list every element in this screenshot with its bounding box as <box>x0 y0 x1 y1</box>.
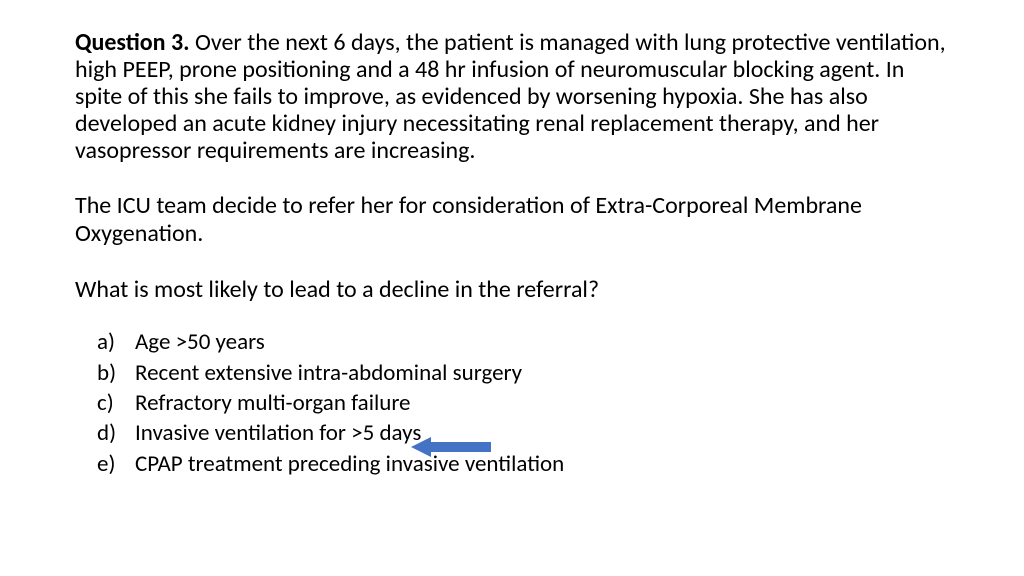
option-letter: c) <box>97 388 135 418</box>
list-item: e) CPAP treatment preceding invasive ven… <box>97 449 949 479</box>
option-letter: b) <box>97 358 135 388</box>
option-text: Recent extensive intra-abdominal surgery <box>135 358 949 388</box>
option-letter: d) <box>97 418 135 448</box>
question-label: Question 3. <box>75 28 190 57</box>
question-para2: The ICU team decide to refer her for con… <box>75 192 949 247</box>
answer-arrow-icon <box>411 437 491 457</box>
arrow-shaft-icon <box>429 442 491 452</box>
option-text: Age >50 years <box>135 327 949 357</box>
list-item: b) Recent extensive intra-abdominal surg… <box>97 358 949 388</box>
arrow-head-icon <box>411 437 431 457</box>
list-item: c) Refractory multi-organ failure <box>97 388 949 418</box>
question-para3: What is most likely to lead to a decline… <box>75 276 949 304</box>
list-item: d) Invasive ventilation for >5 days <box>97 418 949 448</box>
option-text: Invasive ventilation for >5 days <box>135 418 949 448</box>
list-item: a) Age >50 years <box>97 327 949 357</box>
option-letter: e) <box>97 449 135 479</box>
slide: Question 3. Over the next 6 days, the pa… <box>0 0 1024 576</box>
option-letter: a) <box>97 327 135 357</box>
options-list: a) Age >50 years b) Recent extensive int… <box>75 327 949 479</box>
option-text: Refractory multi-organ failure <box>135 388 949 418</box>
option-text: CPAP treatment preceding invasive ventil… <box>135 449 949 479</box>
question-stem-text: Over the next 6 days, the patient is man… <box>75 28 946 165</box>
question-stem: Question 3. Over the next 6 days, the pa… <box>75 30 949 164</box>
